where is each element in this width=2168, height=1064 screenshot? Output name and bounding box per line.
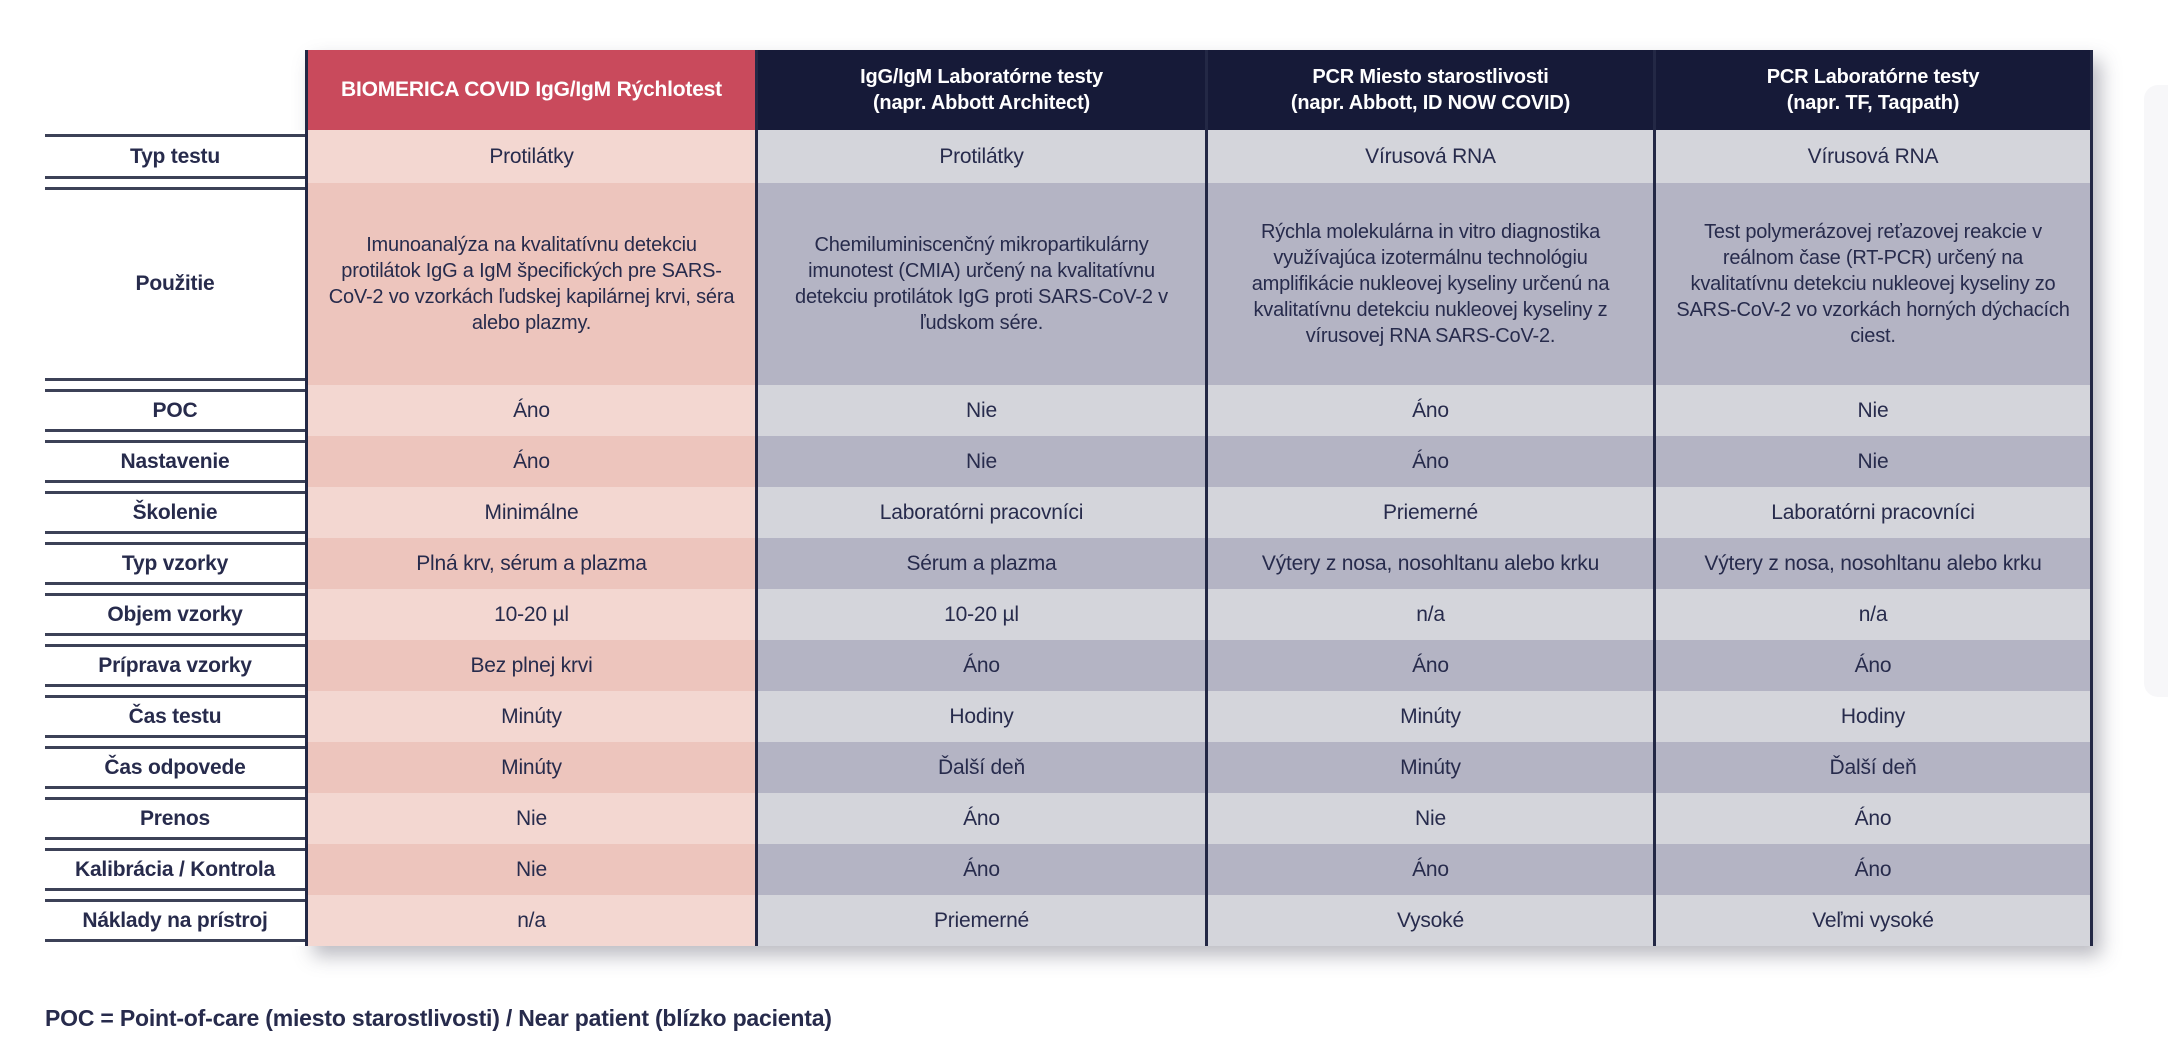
table-cell: n/a (305, 895, 755, 946)
column-title: PCR Laboratórne testy (1766, 66, 1980, 88)
table-cell: Nie (1653, 436, 2093, 487)
row-label: Prenos (45, 793, 305, 844)
column-header-biomerica: BIOMERICA COVID IgG/IgM Rýchlotest (305, 50, 755, 130)
table-cell: n/a (1205, 589, 1653, 640)
table-cell: Nie (1205, 793, 1653, 844)
table-cell: Áno (1205, 640, 1653, 691)
table-cell: Plná krv, sérum a plazma (305, 538, 755, 589)
table-cell: Hodiny (755, 691, 1205, 742)
table-cell: Vírusová RNA (1653, 130, 2093, 183)
table-cell: Áno (1653, 640, 2093, 691)
table-cell: 10-20 µl (755, 589, 1205, 640)
table-corner-cell (45, 50, 305, 130)
table-cell: Test polymerázovej reťazovej reakcie v r… (1653, 183, 2093, 385)
column-subtitle: (napr. Abbott Architect) (872, 92, 1091, 114)
table-cell: Áno (755, 640, 1205, 691)
table-cell: Bez plnej krvi (305, 640, 755, 691)
table-cell: Áno (1653, 844, 2093, 895)
table-cell: Imunoanalýza na kvalitatívnu detekciu pr… (305, 183, 755, 385)
table-cell: Minúty (1205, 691, 1653, 742)
table-cell: Minúty (1205, 742, 1653, 793)
table-cell: Priemerné (1205, 487, 1653, 538)
row-label: Príprava vzorky (45, 640, 305, 691)
table-cell: Minúty (305, 691, 755, 742)
column-title: PCR Miesto starostlivosti (1312, 66, 1549, 88)
row-label: Typ testu (45, 130, 305, 183)
table-cell: Vysoké (1205, 895, 1653, 946)
table-cell: Protilátky (755, 130, 1205, 183)
table-cell: Minimálne (305, 487, 755, 538)
row-label: POC (45, 385, 305, 436)
table-cell: Rýchla molekulárna in vitro diagnostika … (1205, 183, 1653, 385)
table-cell: Chemiluminiscenčný mikropartikulárny imu… (755, 183, 1205, 385)
table-cell: Áno (305, 436, 755, 487)
row-label: Nastavenie (45, 436, 305, 487)
table-cell: Áno (1205, 436, 1653, 487)
table-cell: Áno (755, 793, 1205, 844)
column-subtitle: (napr. TF, Taqpath) (1786, 92, 1960, 114)
table-cell: Nie (755, 385, 1205, 436)
table-cell: Ďalší deň (755, 742, 1205, 793)
column-header-pcr-poc: PCR Miesto starostlivosti (napr. Abbott,… (1205, 50, 1653, 130)
column-subtitle: (napr. Abbott, ID NOW COVID) (1290, 92, 1571, 114)
table-cell: Výtery z nosa, nosohltanu alebo krku (1653, 538, 2093, 589)
column-title: BIOMERICA COVID IgG/IgM Rýchlotest (341, 78, 722, 102)
table-cell: Minúty (305, 742, 755, 793)
table-cell: Áno (1653, 793, 2093, 844)
table-cell: Hodiny (1653, 691, 2093, 742)
column-header-igg-igm-lab: IgG/IgM Laboratórne testy (napr. Abbott … (755, 50, 1205, 130)
row-label: Použitie (45, 183, 305, 385)
table-cell: Výtery z nosa, nosohltanu alebo krku (1205, 538, 1653, 589)
table-cell: Veľmi vysoké (1653, 895, 2093, 946)
row-label: Školenie (45, 487, 305, 538)
table-cell: Áno (305, 385, 755, 436)
poc-footnote: POC = Point-of-care (miesto starostlivos… (45, 1005, 832, 1031)
table-cell: Nie (305, 844, 755, 895)
column-header-pcr-lab: PCR Laboratórne testy (napr. TF, Taqpath… (1653, 50, 2093, 130)
page-edge-decoration (2144, 85, 2168, 697)
table-cell: Laboratórni pracovníci (755, 487, 1205, 538)
column-title: IgG/IgM Laboratórne testy (860, 66, 1103, 88)
table-cell: Áno (1205, 844, 1653, 895)
row-label: Typ vzorky (45, 538, 305, 589)
table-cell: Ďalší deň (1653, 742, 2093, 793)
table-cell: Laboratórni pracovníci (1653, 487, 2093, 538)
table-cell: Nie (755, 436, 1205, 487)
row-label: Kalibrácia / Kontrola (45, 844, 305, 895)
table-cell: 10-20 µl (305, 589, 755, 640)
comparison-table: BIOMERICA COVID IgG/IgM Rýchlotest IgG/I… (45, 50, 2093, 946)
table-cell: Áno (1205, 385, 1653, 436)
table-cell: Protilátky (305, 130, 755, 183)
row-label: Čas odpovede (45, 742, 305, 793)
row-label: Objem vzorky (45, 589, 305, 640)
table-cell: Vírusová RNA (1205, 130, 1653, 183)
table-cell: n/a (1653, 589, 2093, 640)
table-cell: Sérum a plazma (755, 538, 1205, 589)
table-cell: Nie (1653, 385, 2093, 436)
table-cell: Priemerné (755, 895, 1205, 946)
table-cell: Nie (305, 793, 755, 844)
table-cell: Áno (755, 844, 1205, 895)
row-label: Náklady na prístroj (45, 895, 305, 946)
row-label: Čas testu (45, 691, 305, 742)
